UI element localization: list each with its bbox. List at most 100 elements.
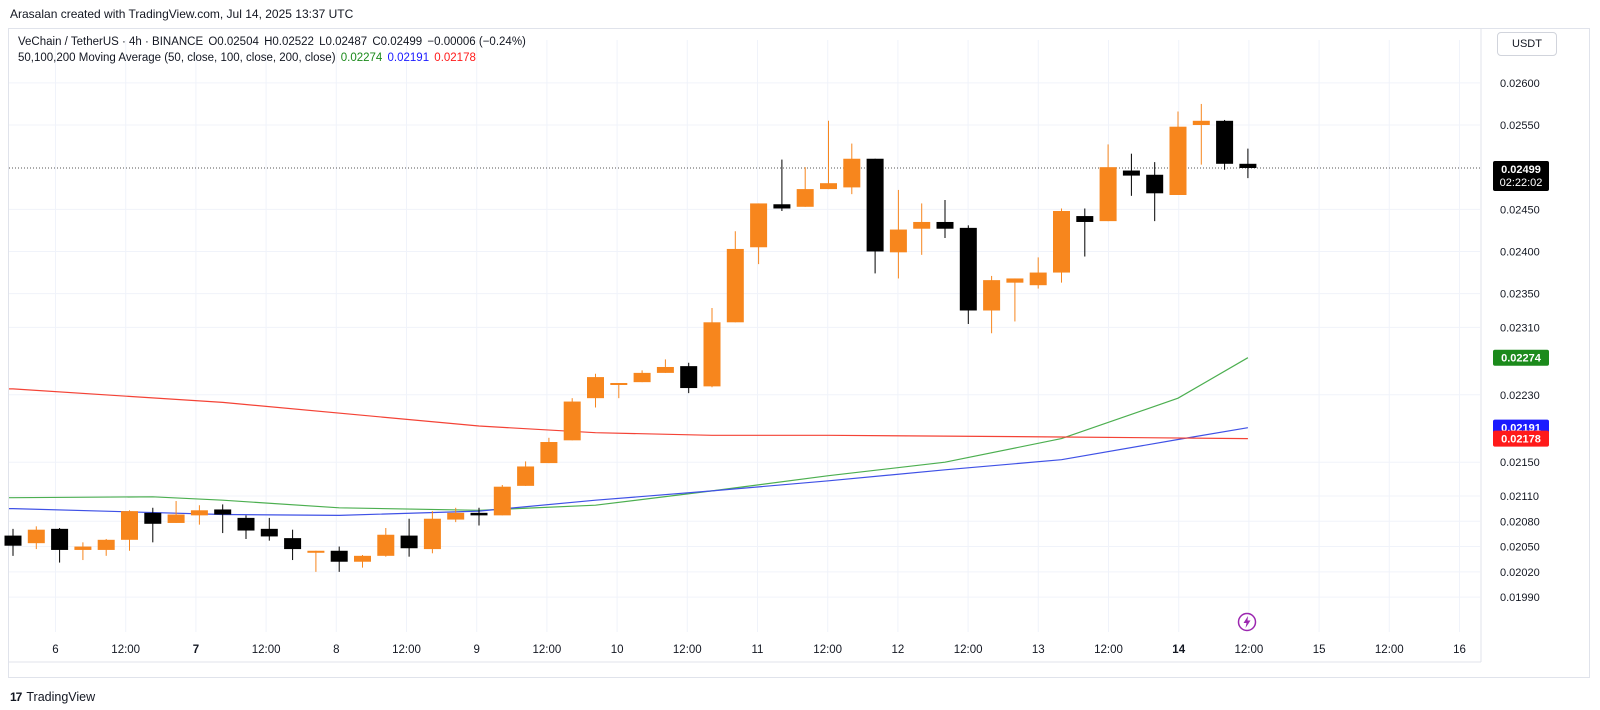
x-tick-label: 12:00 [533,644,562,656]
y-tick-label: 0.02110 [1500,491,1539,503]
chart-credit: Arasalan created with TradingView.com, J… [10,7,354,21]
legend-ma-row: 50,100,200 Moving Average (50, close, 10… [18,50,528,66]
x-tick-label: 12 [892,644,905,656]
candle-body [144,512,162,524]
candle-body [773,204,791,209]
lightning-icon[interactable] [1237,612,1257,632]
x-tick-label: 13 [1032,644,1045,656]
candle-body [167,514,185,523]
candle-body [913,221,931,229]
tradingview-brand[interactable]: 17 TradingView [10,690,95,704]
candle-body [447,512,465,520]
x-tick-label: 12:00 [1235,644,1264,656]
candle-body [889,229,907,253]
x-tick-label: 8 [333,644,339,656]
x-tick-label: 9 [473,644,479,656]
candle-body [959,227,977,311]
tradingview-logo-icon: 17 [10,690,22,704]
legend-close: C0.02499 [372,36,423,48]
y-tick-label: 0.02080 [1500,516,1540,528]
candle-body [563,401,581,441]
price-label-text: 0.02274 [1501,353,1542,365]
x-tick-label: 10 [611,644,624,656]
price-label-text: 0.02178 [1501,434,1541,446]
candle-body [400,535,418,549]
candle-body [284,538,302,550]
chart-legend: VeChain / TetherUS · 4h · BINANCE O0.025… [18,34,528,66]
x-tick-label: 12:00 [392,644,421,656]
y-tick-label: 0.02020 [1500,567,1540,579]
candle-body [493,486,511,516]
candle-body [587,377,604,399]
candle-body [260,528,278,537]
candle-body [936,221,954,229]
candle-body [121,511,138,540]
candle-body [27,529,45,544]
candle-body [680,366,698,389]
y-tick-label: 0.02400 [1500,246,1540,258]
candle-body [1029,272,1047,286]
y-tick-label: 0.02550 [1500,120,1540,132]
x-tick-label: 12:00 [673,644,702,656]
x-tick-label: 12:00 [1375,644,1404,656]
ma-line-ma100 [9,427,1248,517]
candle-body [470,512,488,516]
y-tick-label: 0.02150 [1500,457,1540,469]
legend-ma200-value: 0.02178 [434,52,476,64]
y-tick-label: 0.02450 [1500,204,1540,216]
candle-body [1099,167,1117,222]
currency-selector[interactable]: USDT [1497,32,1557,56]
candle-body [354,555,371,562]
candle-body [796,189,814,207]
legend-ma-title[interactable]: 50,100,200 Moving Average (50, close, 10… [18,52,336,64]
legend-symbol[interactable]: VeChain / TetherUS · 4h · BINANCE [18,36,204,48]
legend-low: L0.02487 [319,36,368,48]
candle-body [1216,120,1234,164]
y-tick-label: 0.02230 [1500,390,1540,402]
price-label-tag [1493,161,1549,192]
legend-symbol-row: VeChain / TetherUS · 4h · BINANCE O0.025… [18,34,528,50]
y-tick-label: 0.02600 [1500,78,1540,90]
candle-body [843,158,861,188]
candle-body [656,366,674,373]
chart-frame [8,28,1590,678]
x-tick-label: 12:00 [111,644,140,656]
candle-body [726,248,744,323]
candle-body [1146,174,1164,194]
legend-ma100-value: 0.02191 [387,52,430,64]
candle-body [1122,170,1140,176]
price-label-tag [1493,349,1549,366]
candle-body [1053,211,1070,273]
candle-body [1239,163,1257,169]
candle-body [423,518,441,550]
candle-body [983,280,1001,311]
candle-body [97,539,115,550]
price-label-tag [1493,430,1549,447]
x-tick-label: 12:00 [1094,644,1123,656]
x-tick-label: 14 [1172,644,1185,656]
candle-body [633,372,651,383]
candle-body [4,535,22,546]
x-tick-label: 12:00 [813,644,842,656]
x-tick-label: 11 [752,644,764,656]
x-tick-label: 15 [1313,644,1326,656]
candle-body [190,510,208,516]
candle-body [540,442,558,464]
candle-body [750,203,768,248]
price-label-text: 0.02499 [1501,164,1541,176]
y-tick-label: 0.01990 [1500,592,1540,604]
candle-body [330,550,348,562]
candle-body [74,546,92,550]
brand-name: TradingView [26,690,96,704]
legend-open: O0.02504 [208,36,259,48]
candle-body [1006,278,1024,283]
candle-body [820,183,837,190]
candle-body [1169,126,1187,195]
x-tick-label: 6 [52,644,58,656]
ma-line-ma200 [9,388,1248,440]
candle-body [307,550,325,553]
y-tick-label: 0.02350 [1500,289,1540,301]
candle-body [610,382,628,385]
x-tick-label: 12:00 [252,644,281,656]
